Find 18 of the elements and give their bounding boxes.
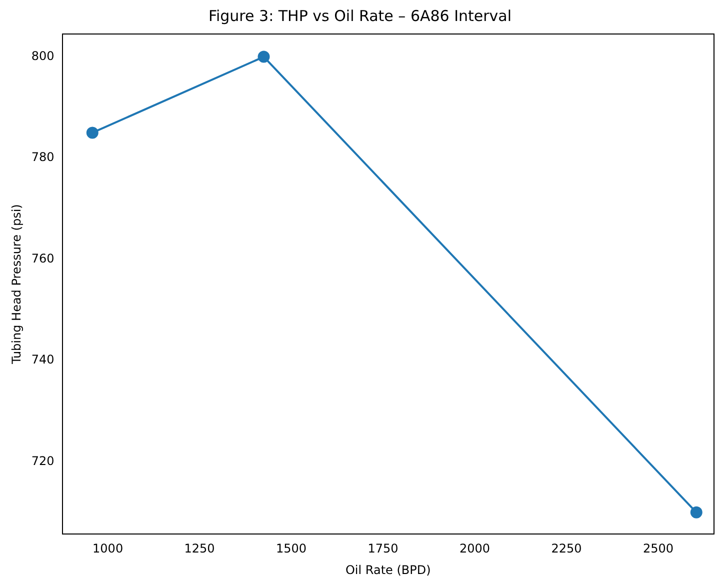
x-tick-label: 1750 xyxy=(368,542,398,556)
y-tick-label: 740 xyxy=(31,352,54,367)
point xyxy=(86,126,98,139)
y-tick-label: 760 xyxy=(31,251,54,266)
y-tick-label: 780 xyxy=(31,150,54,164)
x-tick-label: 2250 xyxy=(551,542,582,556)
y-tick-label: 800 xyxy=(31,48,54,63)
point xyxy=(258,50,270,63)
y-tick-label: 720 xyxy=(31,454,54,468)
x-tick-label: 2000 xyxy=(459,542,490,556)
y-axis-title: Tubing Head Pressure (psi) xyxy=(9,204,24,366)
x-tick-label: 1500 xyxy=(276,542,307,556)
x-axis-title: Oil Rate (BPD) xyxy=(345,562,431,577)
x-tick-label: 1000 xyxy=(92,542,124,556)
point xyxy=(690,506,702,518)
x-tick-label: 1250 xyxy=(184,542,215,556)
chart-title: Figure 3: THP vs Oil Rate – 6A86 Interval xyxy=(208,6,512,25)
x-tick-label: 2500 xyxy=(642,542,674,556)
